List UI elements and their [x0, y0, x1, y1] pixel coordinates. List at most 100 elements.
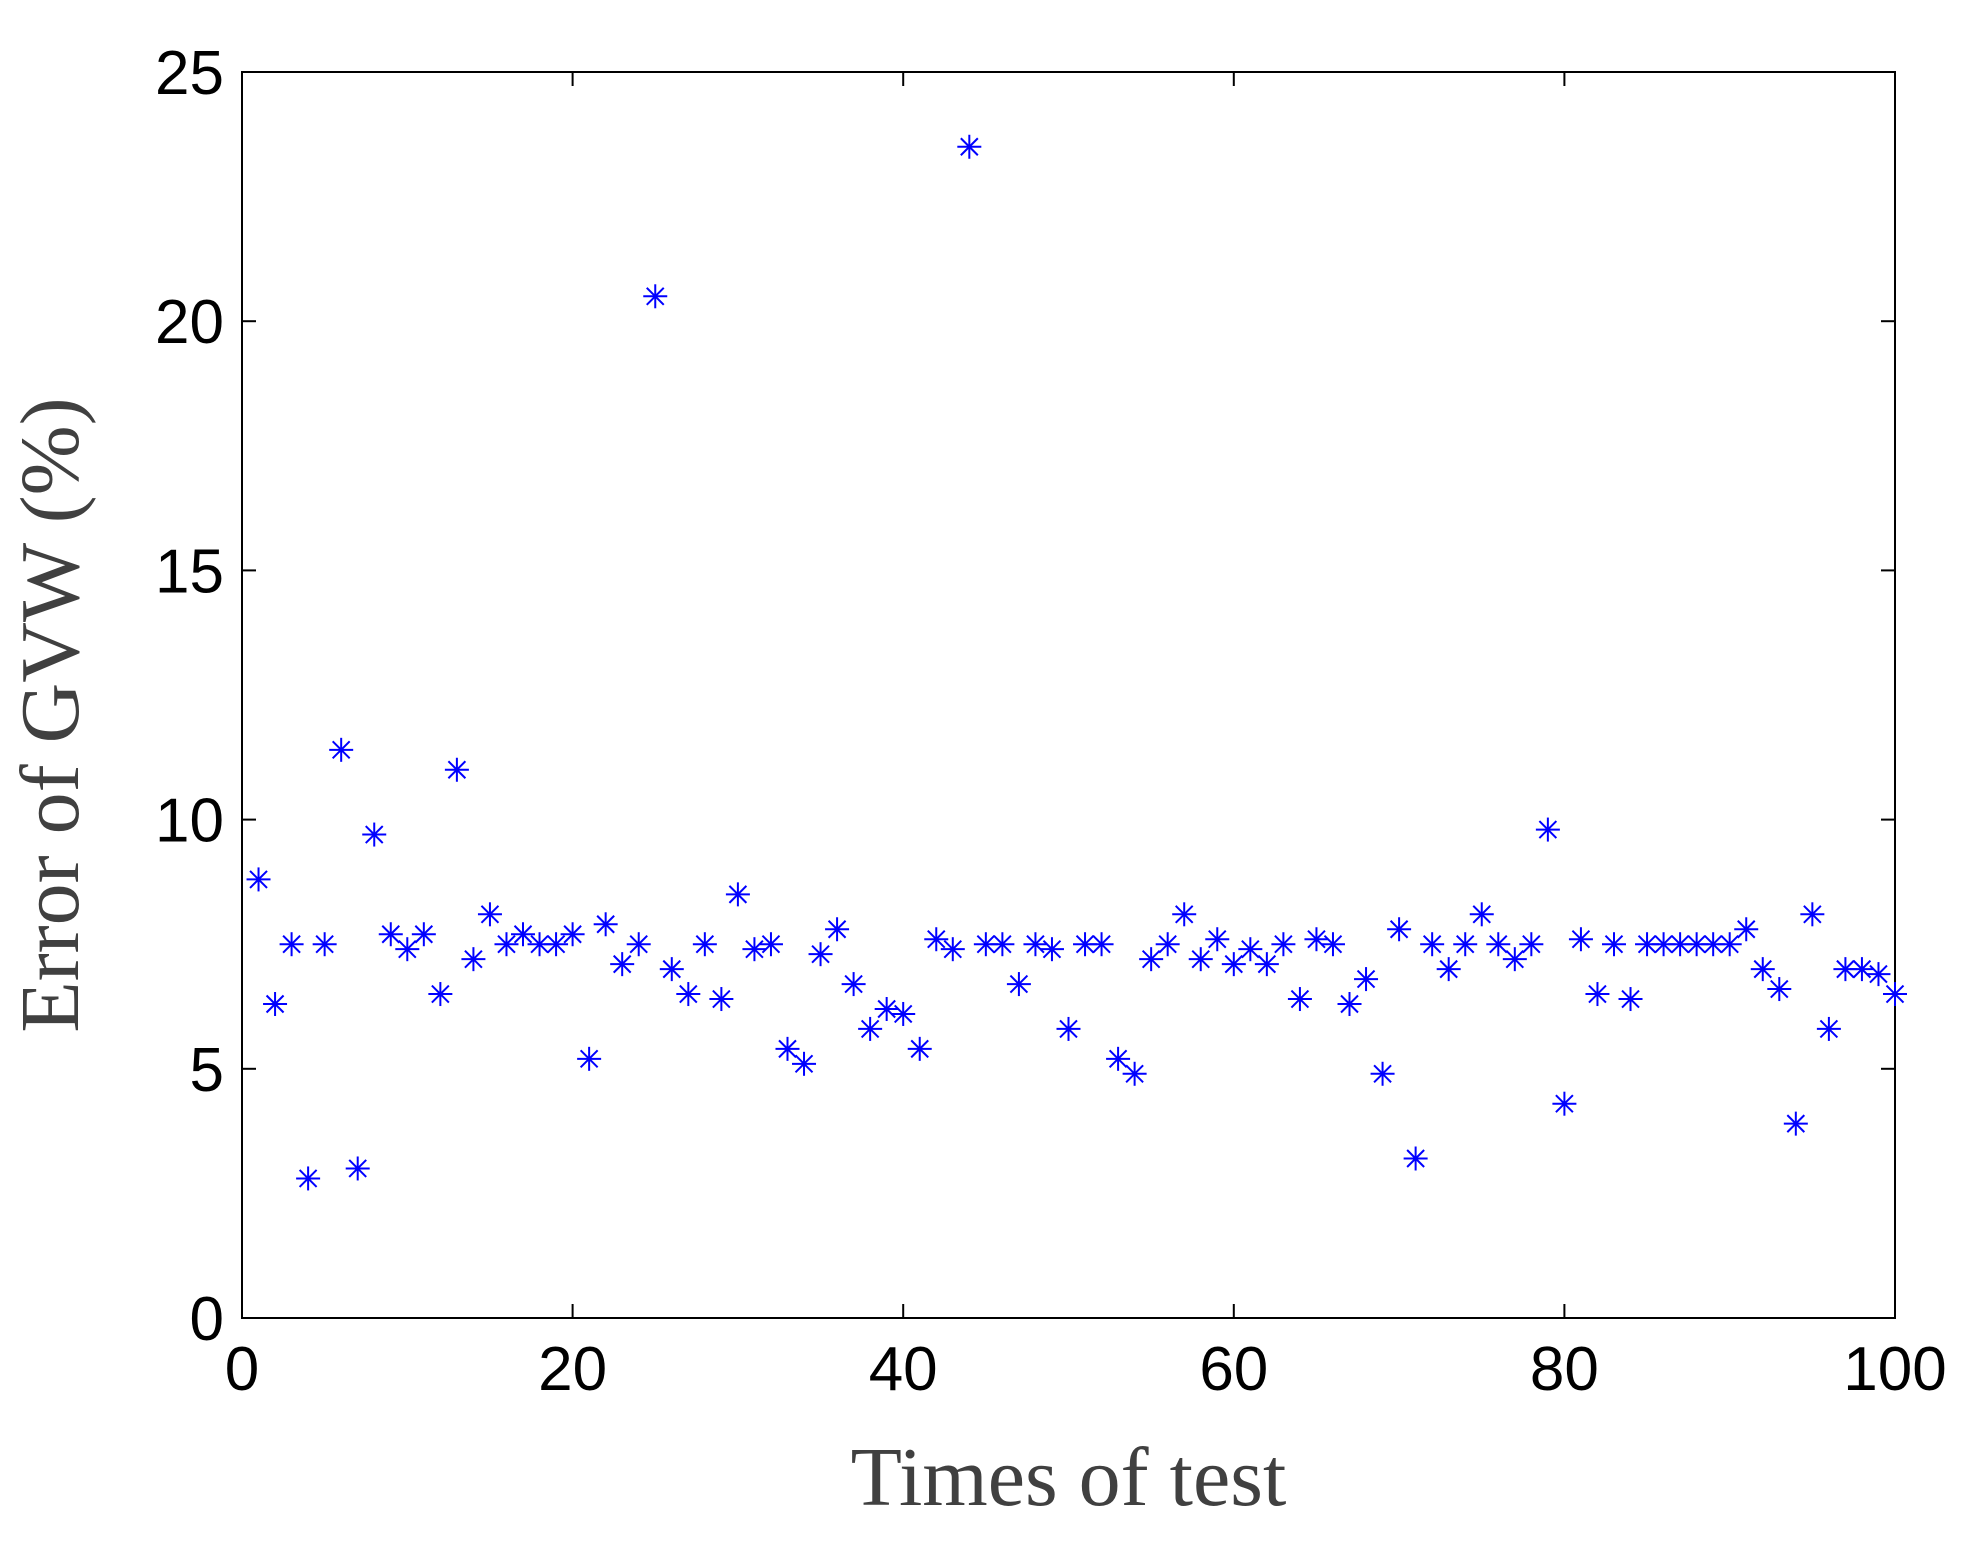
data-point: [1354, 967, 1379, 992]
data-point: [891, 1001, 916, 1026]
data-point: [1221, 952, 1246, 977]
data-point: [296, 1166, 321, 1191]
data-point: [692, 932, 717, 957]
data-point: [1767, 977, 1792, 1002]
data-point: [461, 947, 486, 972]
data-point: [1271, 932, 1296, 957]
data-point: [792, 1051, 817, 1076]
tick-marks: [241, 71, 1896, 1319]
data-point: [1304, 927, 1329, 952]
data-point: [1552, 1091, 1577, 1116]
tick-labels: 0 20 40 60 80 100 0 5 10 15 20 25: [155, 39, 1947, 1404]
y-tick-label: 15: [155, 537, 224, 606]
y-axis-title: Error of GVW (%): [4, 397, 97, 1032]
plot-area-frame: [241, 71, 1896, 1319]
data-point: [643, 284, 668, 309]
data-point: [444, 757, 469, 782]
data-point: [1403, 1146, 1428, 1171]
data-point: [1453, 932, 1478, 957]
data-point: [511, 922, 536, 947]
data-point: [1370, 1061, 1395, 1086]
data-point: [1866, 962, 1891, 987]
data-point: [527, 932, 552, 957]
y-tick-label: 0: [190, 1285, 224, 1354]
data-point: [626, 932, 651, 957]
data-point: [1585, 982, 1610, 1007]
data-point: [1816, 1016, 1841, 1041]
data-point: [1139, 947, 1164, 972]
data-point: [1188, 947, 1213, 972]
data-points: [246, 134, 1907, 1191]
data-point: [1320, 932, 1345, 957]
data-point: [1519, 932, 1544, 957]
x-tick-label: 0: [225, 1335, 259, 1404]
x-tick-label: 40: [869, 1335, 938, 1404]
data-point: [1849, 957, 1874, 982]
data-point: [494, 932, 519, 957]
data-point: [577, 1046, 602, 1071]
data-point: [1420, 932, 1445, 957]
data-point: [940, 937, 965, 962]
data-point: [560, 922, 585, 947]
data-point: [1106, 1046, 1131, 1071]
data-point: [725, 882, 750, 907]
data-point: [279, 932, 304, 957]
x-axis-title: Times of test: [851, 1431, 1287, 1524]
data-point: [858, 1016, 883, 1041]
data-point: [1155, 932, 1180, 957]
data-point: [1717, 932, 1742, 957]
data-point: [1172, 902, 1197, 927]
data-point: [924, 927, 949, 952]
data-point: [1601, 932, 1626, 957]
data-point: [1883, 982, 1907, 1007]
data-point: [1486, 932, 1511, 957]
data-point: [1254, 952, 1279, 977]
data-point: [709, 987, 734, 1012]
data-point: [428, 982, 453, 1007]
data-point: [1783, 1111, 1808, 1136]
data-point: [1122, 1061, 1147, 1086]
data-point: [1023, 932, 1048, 957]
data-point: [395, 937, 420, 962]
data-point: [907, 1036, 932, 1061]
data-point: [1469, 902, 1494, 927]
data-point: [1039, 937, 1064, 962]
data-point: [246, 867, 271, 892]
data-point: [1502, 947, 1527, 972]
data-point: [378, 922, 403, 947]
data-point: [1287, 987, 1312, 1012]
x-tick-label: 20: [538, 1335, 607, 1404]
data-point: [1006, 972, 1031, 997]
data-point: [329, 737, 354, 762]
data-point: [345, 1156, 370, 1181]
data-point: [742, 937, 767, 962]
y-tick-label: 10: [155, 787, 224, 856]
y-tick-label: 20: [155, 288, 224, 357]
data-point: [1089, 932, 1114, 957]
data-point: [775, 1036, 800, 1061]
data-point: [544, 932, 569, 957]
data-point: [312, 932, 337, 957]
data-point: [825, 917, 850, 942]
data-point: [477, 902, 502, 927]
data-point: [1387, 917, 1412, 942]
data-point: [263, 992, 288, 1017]
data-point: [1205, 927, 1230, 952]
data-point: [1535, 817, 1560, 842]
data-point: [610, 952, 635, 977]
data-point: [758, 932, 783, 957]
data-point: [1568, 927, 1593, 952]
x-tick-label: 80: [1530, 1335, 1599, 1404]
data-point: [676, 982, 701, 1007]
data-point: [362, 822, 387, 847]
data-point: [659, 957, 684, 982]
data-point: [1337, 992, 1362, 1017]
data-point: [1618, 987, 1643, 1012]
x-tick-label: 100: [1843, 1335, 1946, 1404]
data-point: [1734, 917, 1759, 942]
data-point: [1238, 937, 1263, 962]
data-point: [957, 134, 982, 159]
